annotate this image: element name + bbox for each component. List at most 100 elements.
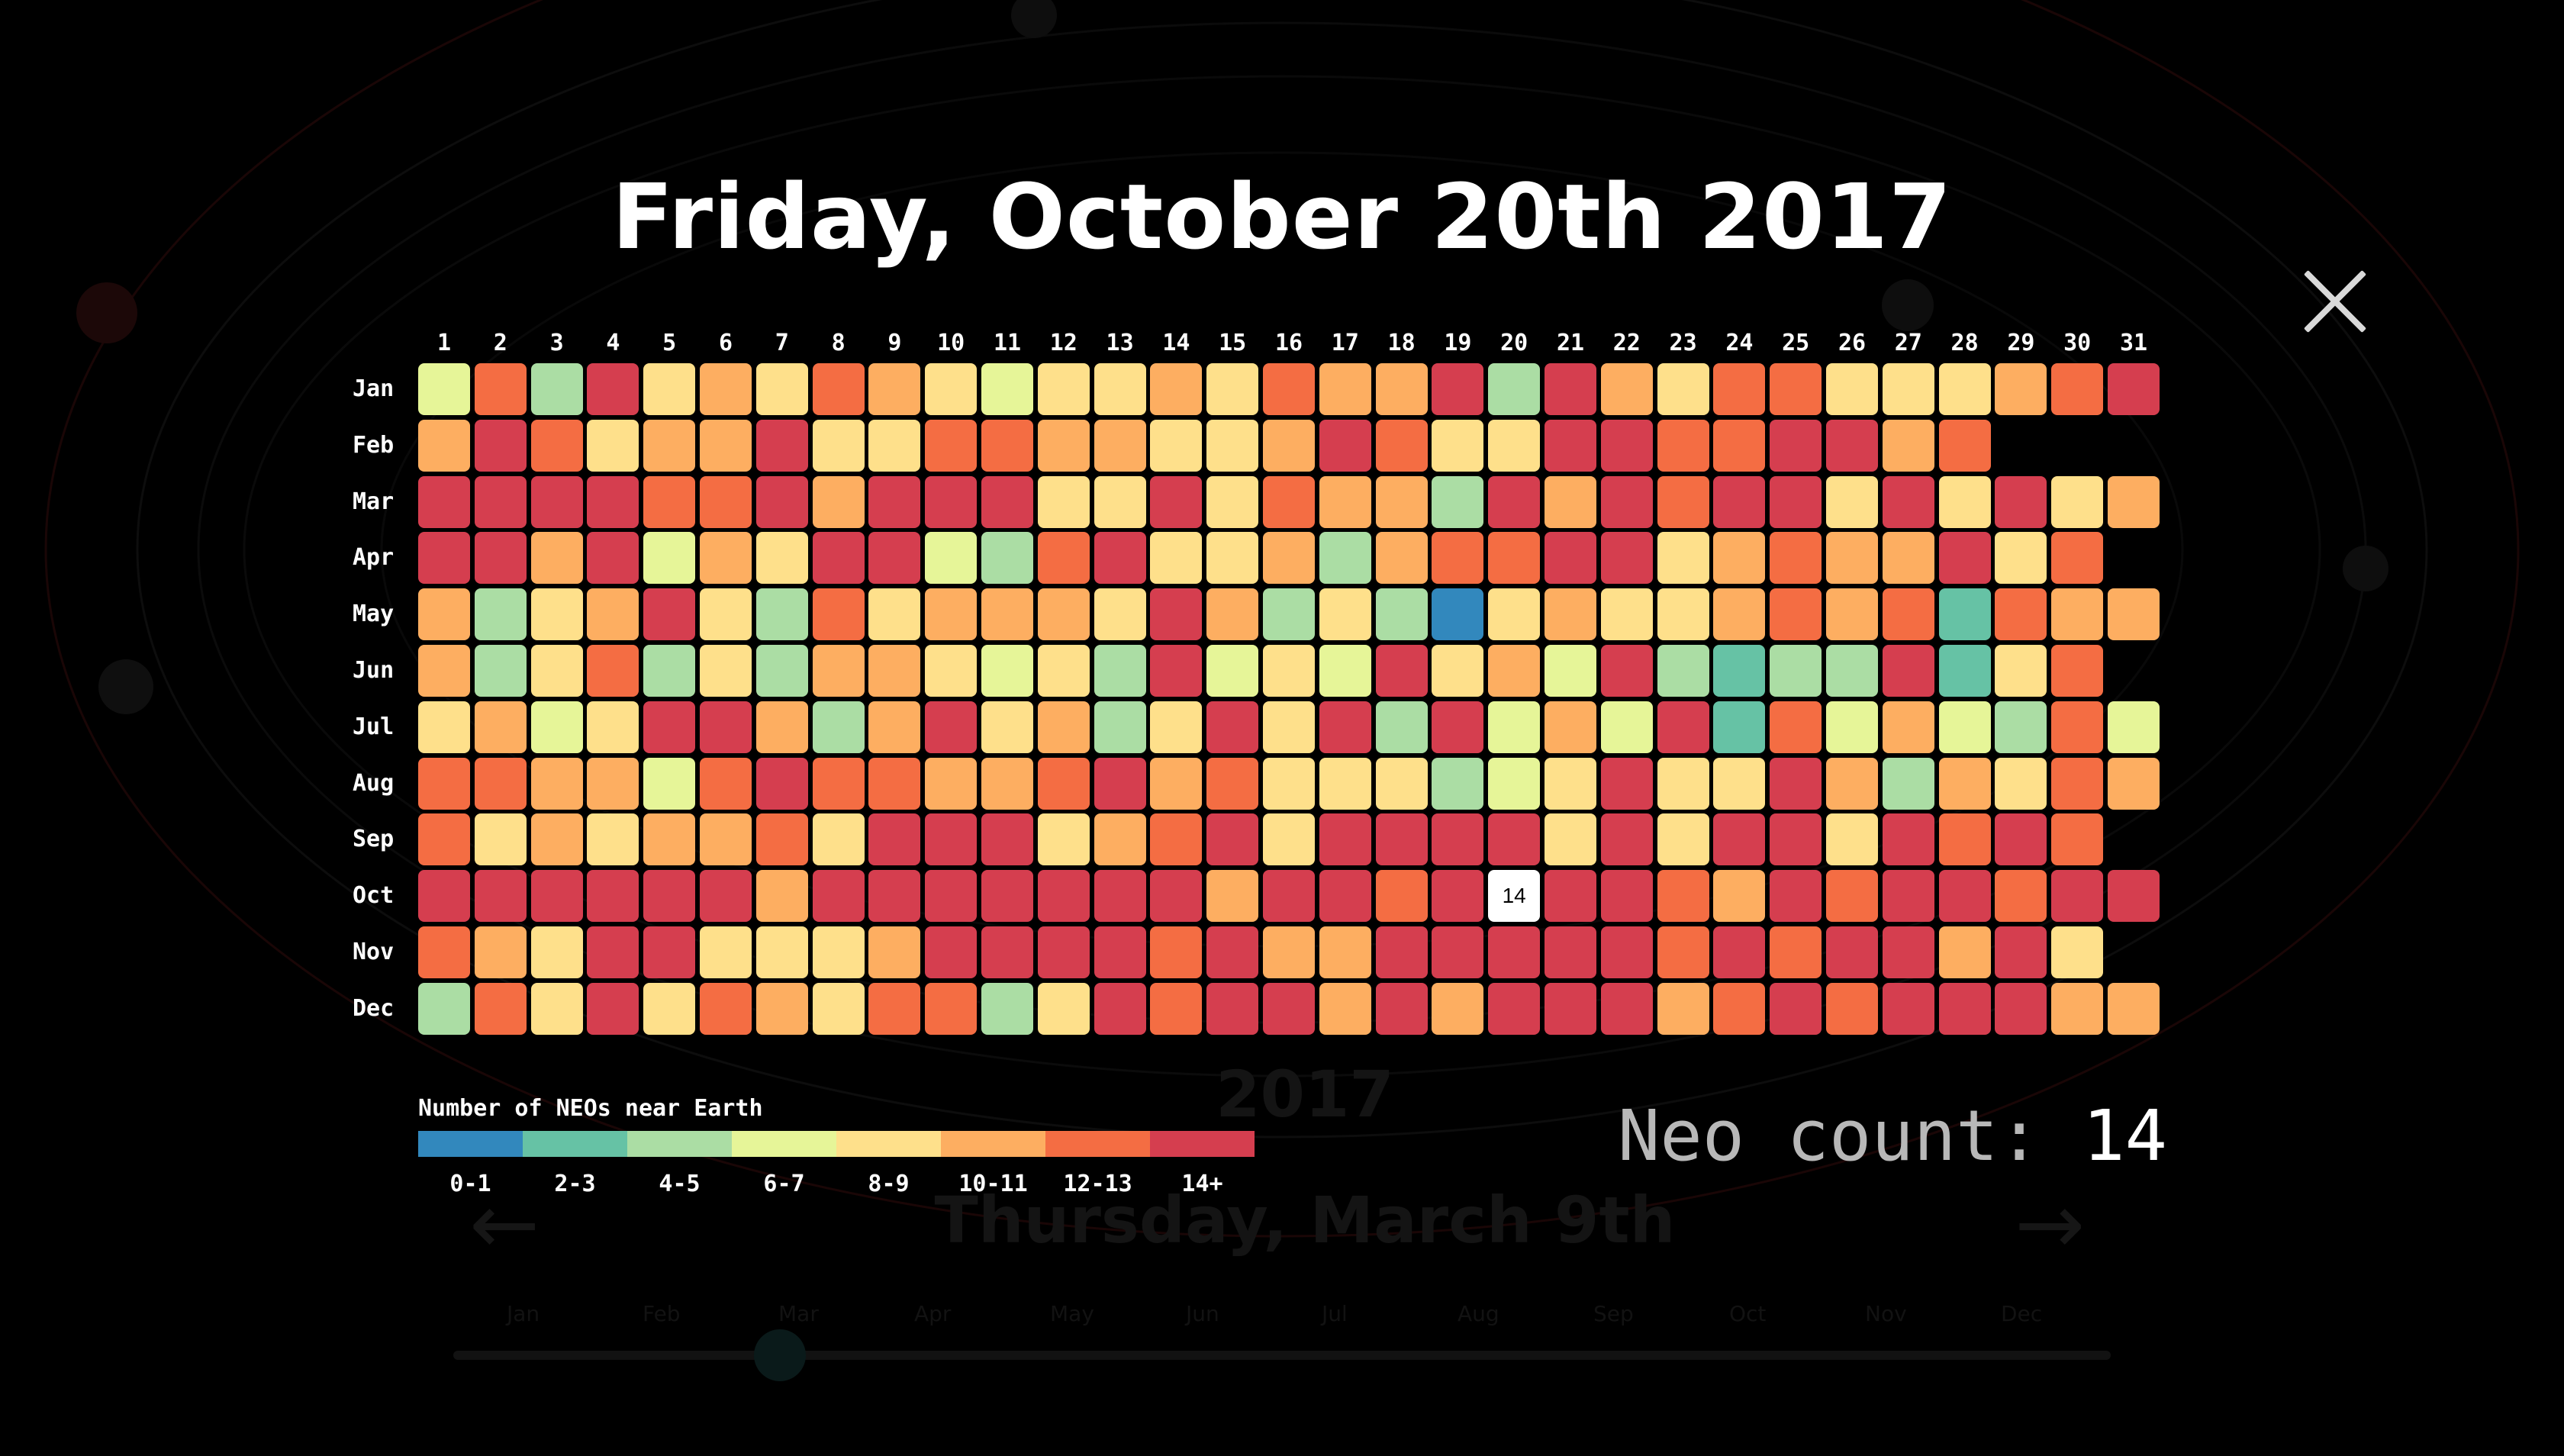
heatmap-cell[interactable] <box>981 813 1033 866</box>
heatmap-cell[interactable] <box>643 588 696 641</box>
heatmap-cell[interactable] <box>1713 532 1766 585</box>
heatmap-cell[interactable] <box>868 419 921 472</box>
heatmap-cell[interactable] <box>2051 813 2104 866</box>
heatmap-cell-selected[interactable]: 14 <box>1488 870 1541 923</box>
heatmap-cell[interactable] <box>418 532 470 585</box>
heatmap-cell[interactable] <box>1938 813 1991 866</box>
heatmap-cell[interactable] <box>1432 532 1484 585</box>
heatmap-cell[interactable] <box>981 419 1033 472</box>
heatmap-cell[interactable] <box>925 982 978 1035</box>
heatmap-cell[interactable] <box>1882 588 1934 641</box>
heatmap-cell[interactable] <box>1432 982 1484 1035</box>
heatmap-cell[interactable] <box>1713 926 1766 978</box>
heatmap-cell[interactable] <box>1488 757 1541 810</box>
heatmap-cell[interactable] <box>2108 363 2160 415</box>
heatmap-cell[interactable] <box>1938 701 1991 753</box>
heatmap-cell[interactable] <box>981 645 1033 697</box>
heatmap-cell[interactable] <box>1657 926 1709 978</box>
heatmap-cell[interactable] <box>700 588 752 641</box>
heatmap-cell[interactable] <box>1995 870 2047 923</box>
heatmap-cell[interactable] <box>812 813 865 866</box>
heatmap-cell[interactable] <box>1150 419 1203 472</box>
heatmap-cell[interactable] <box>474 532 527 585</box>
heatmap-cell[interactable] <box>1826 588 1878 641</box>
heatmap-cell[interactable] <box>1037 870 1090 923</box>
heatmap-cell[interactable] <box>1657 813 1709 866</box>
heatmap-cell[interactable] <box>755 926 808 978</box>
heatmap-cell[interactable] <box>1938 645 1991 697</box>
heatmap-cell[interactable] <box>1319 701 1371 753</box>
heatmap-cell[interactable] <box>1545 475 1596 528</box>
heatmap-cell[interactable] <box>587 645 639 697</box>
heatmap-cell[interactable] <box>1206 475 1259 528</box>
heatmap-cell[interactable] <box>418 363 470 415</box>
heatmap-cell[interactable] <box>2108 475 2160 528</box>
heatmap-cell[interactable] <box>1375 475 1428 528</box>
heatmap-cell[interactable] <box>1094 701 1146 753</box>
heatmap-cell[interactable] <box>1037 982 1090 1035</box>
heatmap-cell[interactable] <box>1545 870 1596 923</box>
heatmap-cell[interactable] <box>587 926 639 978</box>
heatmap-cell[interactable] <box>1150 813 1203 866</box>
heatmap-cell[interactable] <box>1206 870 1259 923</box>
heatmap-cell[interactable] <box>1770 926 1822 978</box>
heatmap-cell[interactable] <box>981 532 1033 585</box>
heatmap-cell[interactable] <box>1770 645 1822 697</box>
heatmap-cell[interactable] <box>1713 645 1766 697</box>
heatmap-cell[interactable] <box>1600 982 1653 1035</box>
heatmap-cell[interactable] <box>1150 701 1203 753</box>
heatmap-cell[interactable] <box>1094 982 1146 1035</box>
heatmap-cell[interactable] <box>868 757 921 810</box>
heatmap-cell[interactable] <box>530 532 583 585</box>
heatmap-cell[interactable] <box>1263 645 1315 697</box>
heatmap-cell[interactable] <box>1432 363 1484 415</box>
heatmap-cell[interactable] <box>1770 588 1822 641</box>
heatmap-cell[interactable] <box>587 982 639 1035</box>
heatmap-cell[interactable] <box>1263 982 1315 1035</box>
heatmap-cell[interactable] <box>1488 645 1541 697</box>
heatmap-cell[interactable] <box>1995 926 2047 978</box>
heatmap-cell[interactable] <box>1263 757 1315 810</box>
heatmap-cell[interactable] <box>643 475 696 528</box>
heatmap-cell[interactable] <box>1545 757 1596 810</box>
heatmap-cell[interactable] <box>1713 475 1766 528</box>
heatmap-cell[interactable] <box>643 982 696 1035</box>
heatmap-cell[interactable] <box>418 645 470 697</box>
heatmap-cell[interactable] <box>1600 701 1653 753</box>
heatmap-cell[interactable] <box>1206 588 1259 641</box>
heatmap-cell[interactable] <box>1037 701 1090 753</box>
heatmap-cell[interactable] <box>643 363 696 415</box>
heatmap-cell[interactable] <box>1882 645 1934 697</box>
heatmap-cell[interactable] <box>1770 532 1822 585</box>
heatmap-cell[interactable] <box>643 926 696 978</box>
heatmap-cell[interactable] <box>1995 701 2047 753</box>
heatmap-cell[interactable] <box>587 701 639 753</box>
heatmap-cell[interactable] <box>1770 363 1822 415</box>
heatmap-cell[interactable] <box>2051 475 2104 528</box>
heatmap-cell[interactable] <box>1545 926 1596 978</box>
heatmap-cell[interactable] <box>1488 419 1541 472</box>
heatmap-cell[interactable] <box>1037 588 1090 641</box>
heatmap-cell[interactable] <box>1657 870 1709 923</box>
heatmap-cell[interactable] <box>1826 813 1878 866</box>
heatmap-cell[interactable] <box>1995 982 2047 1035</box>
heatmap-cell[interactable] <box>1882 701 1934 753</box>
heatmap-cell[interactable] <box>2051 757 2104 810</box>
heatmap-cell[interactable] <box>1938 532 1991 585</box>
arrow-right-icon[interactable]: → <box>2015 1175 2086 1273</box>
heatmap-cell[interactable] <box>1432 870 1484 923</box>
heatmap-cell[interactable] <box>1882 870 1934 923</box>
heatmap-cell[interactable] <box>1995 532 2047 585</box>
heatmap-cell[interactable] <box>1826 419 1878 472</box>
heatmap-cell[interactable] <box>530 813 583 866</box>
heatmap-cell[interactable] <box>1600 475 1653 528</box>
heatmap-cell[interactable] <box>1657 363 1709 415</box>
heatmap-cell[interactable] <box>530 588 583 641</box>
heatmap-cell[interactable] <box>700 419 752 472</box>
heatmap-cell[interactable] <box>418 870 470 923</box>
heatmap-cell[interactable] <box>474 363 527 415</box>
heatmap-cell[interactable] <box>1826 870 1878 923</box>
heatmap-cell[interactable] <box>530 475 583 528</box>
heatmap-cell[interactable] <box>981 926 1033 978</box>
heatmap-cell[interactable] <box>2108 982 2160 1035</box>
